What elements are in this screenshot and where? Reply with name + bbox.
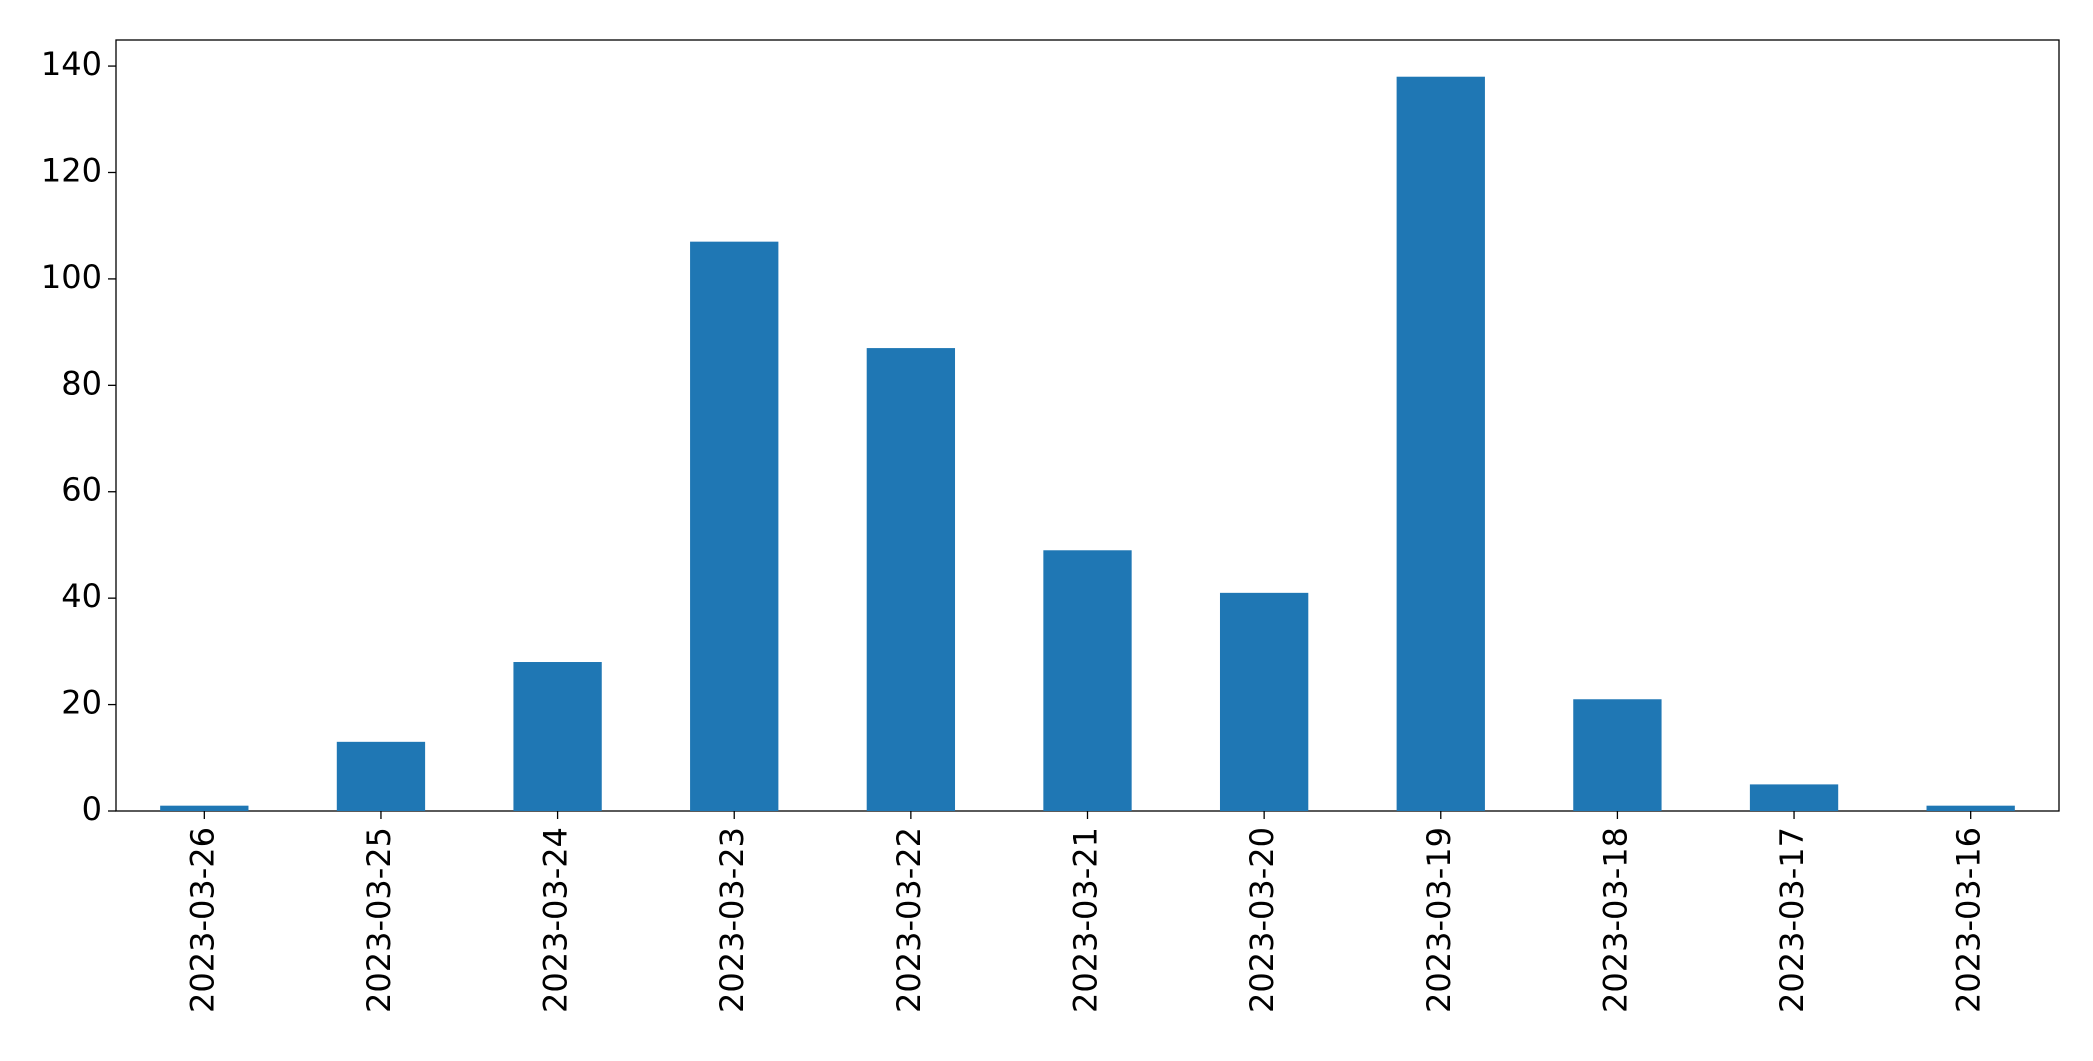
y-tick-label: 60 xyxy=(61,471,102,509)
x-tick-label: 2023-03-16 xyxy=(1950,827,1988,1013)
bar xyxy=(160,805,249,811)
bar xyxy=(336,741,426,811)
x-tick-label: 2023-03-22 xyxy=(890,827,928,1013)
bar xyxy=(866,348,956,811)
x-tick-label: 2023-03-17 xyxy=(1773,827,1811,1013)
bar xyxy=(1219,592,1309,811)
y-tick-label: 120 xyxy=(41,151,102,189)
x-tick-label: 2023-03-23 xyxy=(713,827,751,1013)
x-tick-label: 2023-03-18 xyxy=(1596,827,1634,1013)
y-tick-label: 80 xyxy=(61,364,102,402)
x-tick-label: 2023-03-21 xyxy=(1067,827,1105,1013)
y-tick-label: 140 xyxy=(41,45,102,83)
y-tick-label: 100 xyxy=(41,258,102,296)
bar xyxy=(1926,805,2015,811)
x-tick-label: 2023-03-19 xyxy=(1420,827,1458,1013)
bar xyxy=(1043,550,1132,811)
bar xyxy=(513,662,602,811)
x-tick-label: 2023-03-24 xyxy=(537,827,575,1013)
bar xyxy=(1396,76,1485,811)
y-tick-label: 0 xyxy=(82,790,102,828)
x-tick-label: 2023-03-26 xyxy=(183,827,221,1013)
y-tick-label: 40 xyxy=(61,577,102,615)
bar xyxy=(1749,784,1839,811)
bar xyxy=(690,241,779,811)
x-tick-label: 2023-03-20 xyxy=(1243,827,1281,1013)
bar xyxy=(1573,699,1662,811)
y-tick-label: 20 xyxy=(61,684,102,722)
x-tick-label: 2023-03-25 xyxy=(360,827,398,1013)
